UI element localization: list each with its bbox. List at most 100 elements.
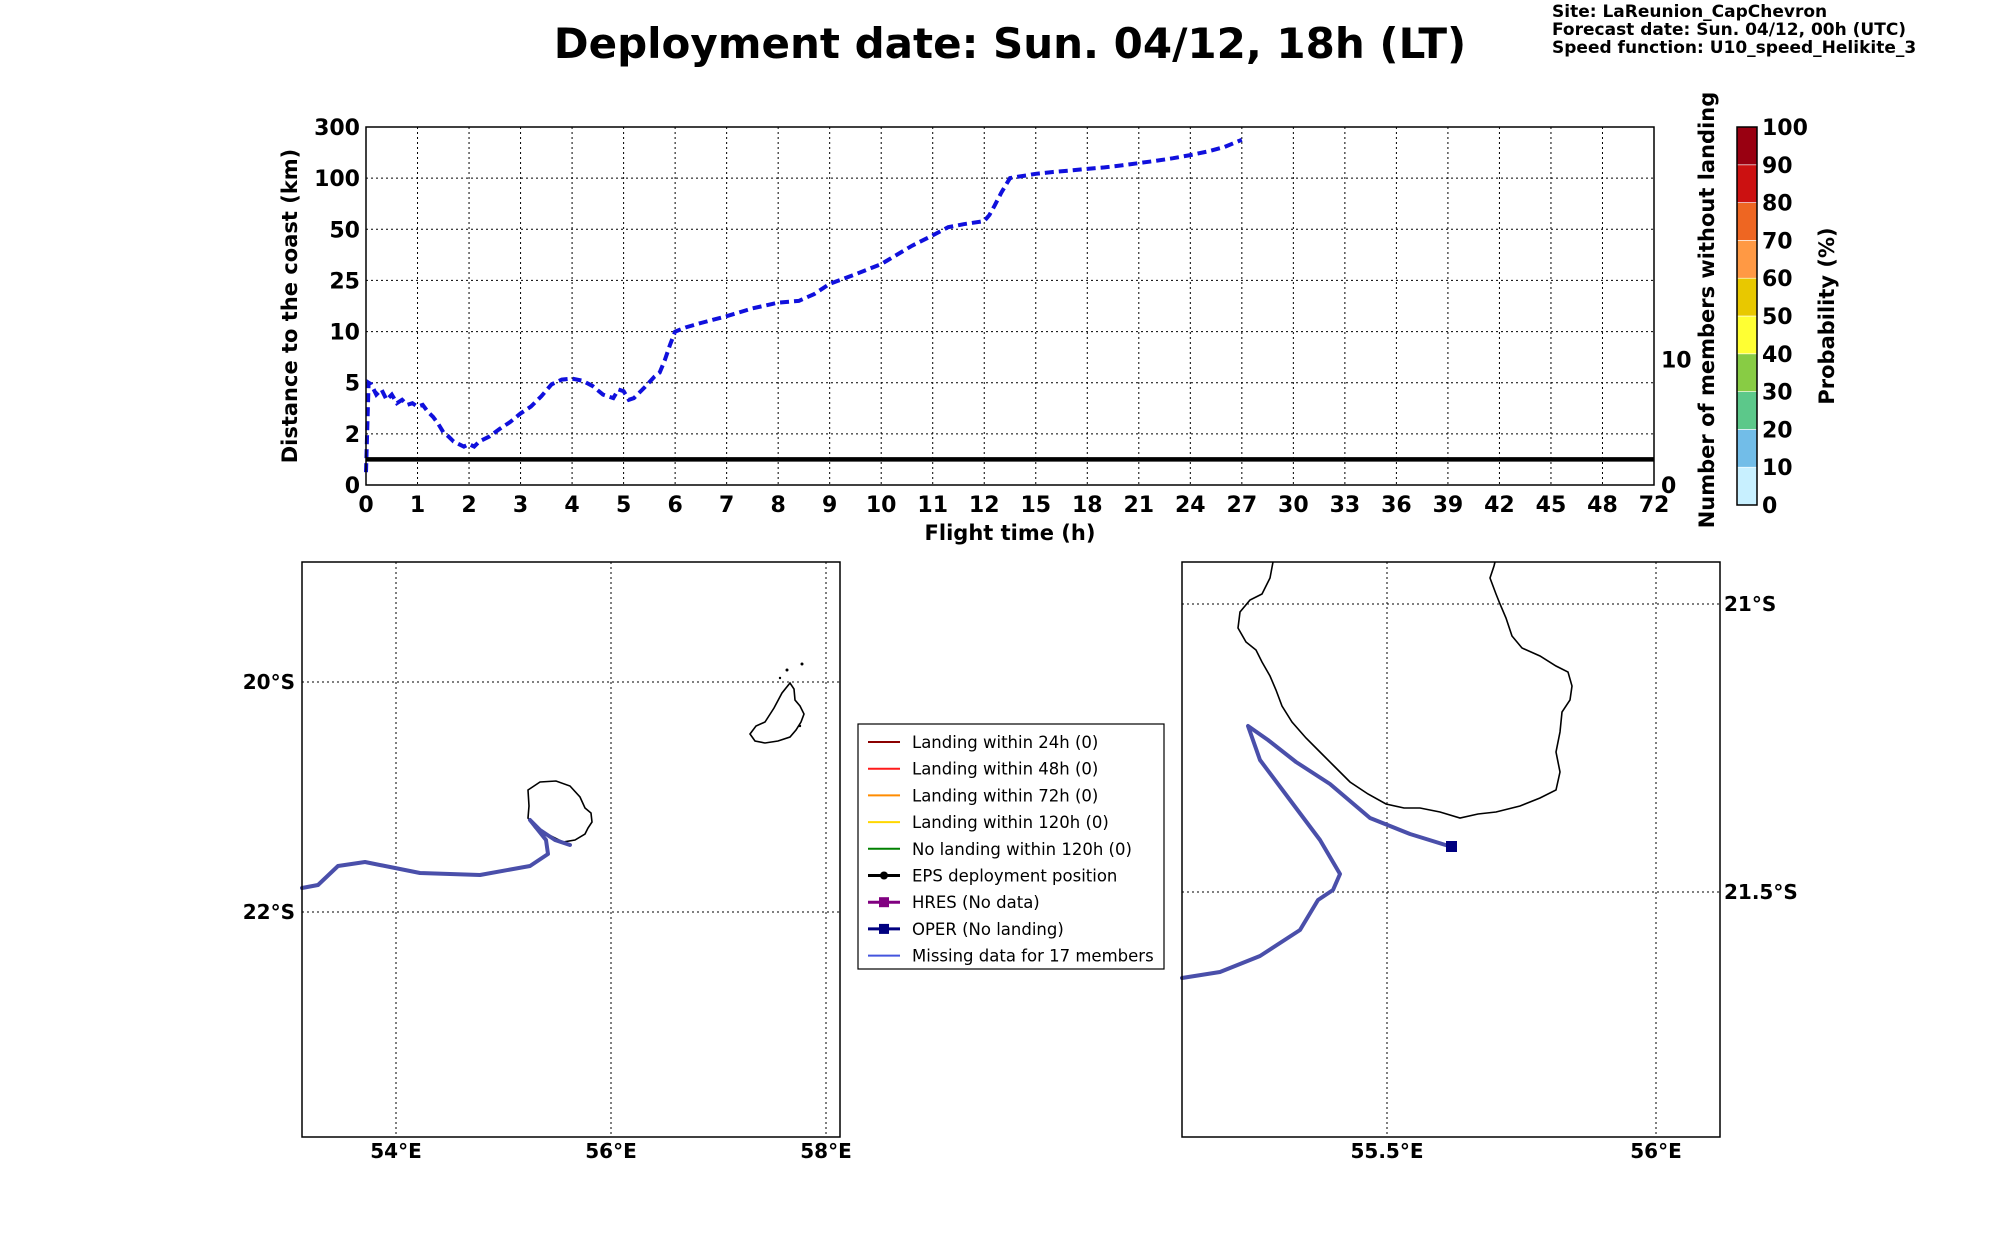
lon-tick-label: 55.5°E bbox=[1350, 1139, 1423, 1163]
legend-label: HRES (No data) bbox=[912, 893, 1040, 912]
legend-label: Missing data for 17 members bbox=[912, 947, 1154, 966]
x-tick-label: 15 bbox=[1020, 493, 1051, 518]
x-tick-label: 1 bbox=[410, 493, 425, 518]
probability-colorbar: 0 10 20 30 40 50 60 70 80 90 100 Probability (%) bbox=[1736, 116, 1839, 519]
colorbar-cell bbox=[1736, 126, 1758, 166]
distance-chart: 0 1 2 3 4 5 6 7 8 9 10 11 12 15 18 21 24 27 30 33 36 39 42 45 48… bbox=[278, 92, 1719, 545]
chart-frame bbox=[365, 126, 1655, 486]
x-tick-label: 7 bbox=[719, 493, 734, 518]
oper-trajectory bbox=[300, 818, 572, 890]
chart-marks bbox=[364, 137, 1654, 473]
x-tick-label: 3 bbox=[513, 493, 528, 518]
x-tick-label: 21 bbox=[1123, 493, 1154, 518]
zoomed-map: 55.5°E 56°E 21°S 21.5°S bbox=[1180, 561, 1798, 1163]
colorbar-cell bbox=[1736, 164, 1758, 203]
colorbar-cell bbox=[1736, 202, 1758, 241]
x-tick-label: 36 bbox=[1381, 493, 1412, 518]
x-tick-label: 12 bbox=[969, 493, 1000, 518]
islet bbox=[785, 668, 789, 672]
colorbar-cell bbox=[1736, 353, 1758, 392]
islet bbox=[778, 676, 782, 680]
mauritius-island-coastline bbox=[749, 681, 805, 744]
right-y-axis-label: Number of members without landing bbox=[1695, 92, 1719, 529]
legend-label: EPS deployment position bbox=[912, 867, 1117, 886]
legend-label: Landing within 24h (0) bbox=[912, 733, 1098, 752]
colorbar-tick-label: 50 bbox=[1762, 305, 1793, 330]
colorbar-tick-label: 10 bbox=[1762, 456, 1793, 481]
y-tick-label: 100 bbox=[314, 167, 360, 192]
site-label: Site: LaReunion_CapChevron bbox=[1552, 2, 1827, 22]
x-tick-label: 18 bbox=[1072, 493, 1103, 518]
x-tick-label: 10 bbox=[866, 493, 897, 518]
right-y-tick-label: 10 bbox=[1661, 349, 1692, 374]
islet bbox=[798, 724, 802, 728]
legend-marker bbox=[879, 897, 889, 908]
lat-tick-label: 21.5°S bbox=[1724, 880, 1798, 904]
x-tick-label: 8 bbox=[771, 493, 786, 518]
colorbar-label: Probability (%) bbox=[1815, 227, 1839, 404]
y-tick-label: 10 bbox=[329, 321, 360, 346]
x-tick-label: 33 bbox=[1330, 493, 1361, 518]
x-tick-label: 11 bbox=[917, 493, 948, 518]
legend-label: Landing within 72h (0) bbox=[912, 786, 1098, 805]
oper-position-marker bbox=[1446, 841, 1457, 852]
oper-trajectory bbox=[1180, 724, 1454, 980]
legend: Landing within 24h (0) Landing within 48h… bbox=[857, 723, 1165, 970]
x-tick-label: 5 bbox=[616, 493, 631, 518]
colorbar-cell bbox=[1736, 315, 1758, 355]
legend-marker bbox=[879, 923, 889, 934]
x-tick-label: 0 bbox=[358, 493, 373, 518]
x-tick-label: 45 bbox=[1536, 493, 1567, 518]
y-tick-label: 0 bbox=[345, 474, 360, 499]
y-tick-label: 300 bbox=[314, 116, 360, 141]
x-tick-label: 48 bbox=[1587, 493, 1618, 518]
legend-label: No landing within 120h (0) bbox=[912, 840, 1132, 859]
lon-tick-label: 56°E bbox=[1630, 1139, 1682, 1163]
x-tick-labels: 0 1 2 3 4 5 6 7 8 9 10 11 12 15 18 21 24 27 30 33 36 39 42 45 48… bbox=[358, 493, 1669, 518]
map-background bbox=[302, 562, 840, 1137]
lat-tick-label: 21°S bbox=[1724, 592, 1776, 616]
colorbar-cell bbox=[1736, 391, 1758, 430]
x-tick-label: 42 bbox=[1484, 493, 1515, 518]
x-tick-label: 4 bbox=[564, 493, 579, 518]
colorbar-cell bbox=[1736, 429, 1758, 468]
legend-label: OPER (No landing) bbox=[912, 920, 1064, 939]
reunion-island-coastline bbox=[1237, 561, 1573, 819]
legend-label: Landing within 48h (0) bbox=[912, 760, 1098, 779]
oper-distance-line bbox=[364, 137, 1243, 473]
chart-title: Deployment date: Sun. 04/12, 18h (LT) bbox=[554, 19, 1467, 68]
x-tick-label: 30 bbox=[1278, 493, 1309, 518]
legend-items: Landing within 24h (0) Landing within 48h… bbox=[868, 733, 1154, 966]
x-axis-label: Flight time (h) bbox=[925, 521, 1096, 545]
lat-tick-label: 22°S bbox=[243, 900, 295, 924]
colorbar-cell bbox=[1736, 466, 1758, 506]
y-tick-label: 5 bbox=[345, 372, 360, 397]
x-tick-label: 24 bbox=[1175, 493, 1206, 518]
lon-tick-label: 58°E bbox=[800, 1139, 852, 1163]
x-tick-label: 2 bbox=[461, 493, 476, 518]
colorbar-tick-label: 70 bbox=[1762, 229, 1793, 254]
map-frame bbox=[1181, 561, 1721, 1138]
y-tick-label: 50 bbox=[329, 218, 360, 243]
y-tick-label: 25 bbox=[329, 269, 360, 294]
islet bbox=[800, 662, 804, 666]
forecast-label: Forecast date: Sun. 04/12, 00h (UTC) bbox=[1552, 20, 1906, 40]
speed-label: Speed function: U10_speed_Helikite_3 bbox=[1552, 38, 1916, 58]
right-y-tick-label: 0 bbox=[1661, 474, 1676, 499]
x-tick-label: 9 bbox=[822, 493, 837, 518]
colorbar-frame bbox=[1736, 126, 1758, 506]
colorbar-tick-label: 100 bbox=[1762, 116, 1808, 141]
right-y-tick-labels: 0 10 bbox=[1661, 349, 1692, 499]
x-tick-label: 72 bbox=[1639, 493, 1670, 518]
colorbar-cells bbox=[1736, 126, 1758, 506]
y-tick-label: 2 bbox=[345, 423, 360, 448]
colorbar-tick-label: 40 bbox=[1762, 343, 1793, 368]
legend-box bbox=[857, 723, 1165, 970]
colorbar-tick-label: 20 bbox=[1762, 418, 1793, 443]
y-axis-label: Distance to the coast (km) bbox=[278, 149, 302, 464]
colorbar-tick-label: 0 bbox=[1762, 494, 1777, 519]
colorbar-cell bbox=[1736, 240, 1758, 279]
x-tick-label: 6 bbox=[667, 493, 682, 518]
